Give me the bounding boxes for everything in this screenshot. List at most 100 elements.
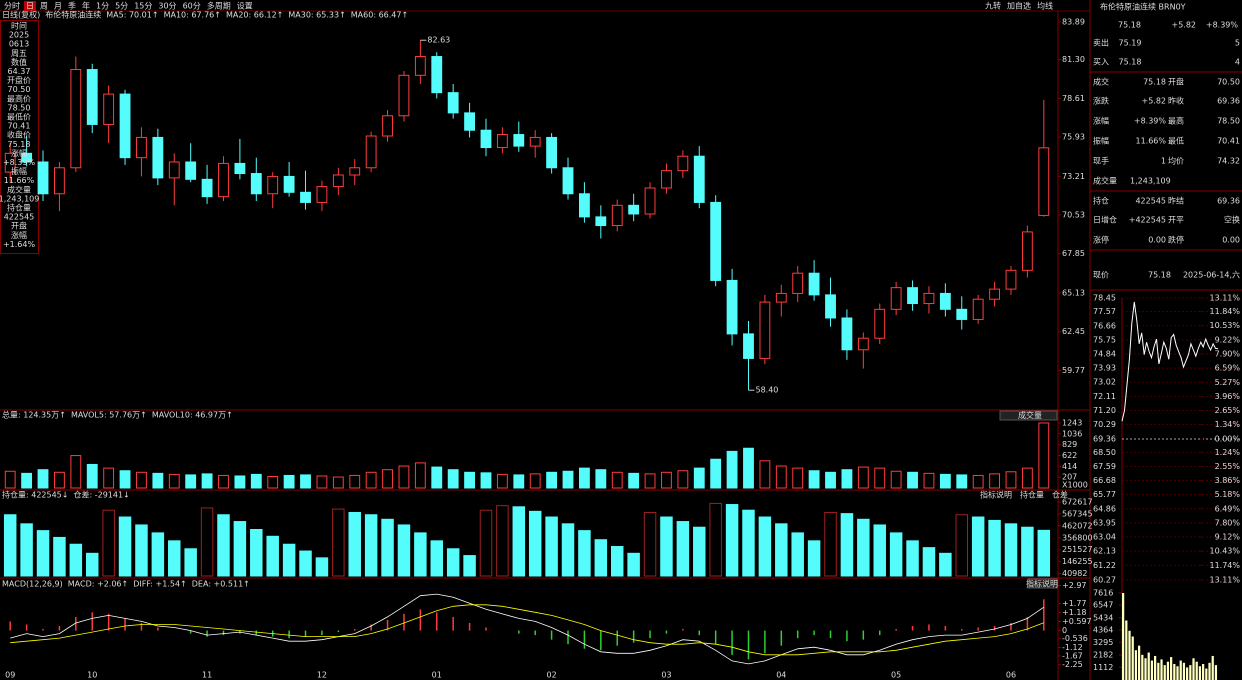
toolbar-tab[interactable]: 季 [68, 1, 76, 11]
volume-bar [972, 474, 984, 489]
y-tick-label: 40982 [1062, 569, 1087, 578]
volume-bar [168, 473, 180, 489]
current-price: 75.18 [1148, 271, 1171, 280]
info-label: 收盘价 [7, 130, 31, 140]
open-interest-bar [725, 504, 739, 577]
intraday-volume-bar [1173, 663, 1176, 680]
candle-body [792, 272, 804, 294]
volume-bar [332, 476, 344, 489]
toolbar-tool[interactable]: 加自选 [1007, 1, 1031, 11]
open-interest-bar [299, 550, 312, 577]
y-tick-label: -0.536 [1062, 634, 1088, 643]
open-interest-bar [282, 543, 296, 577]
candle-body [677, 155, 689, 172]
volume-bar [398, 465, 410, 489]
open-interest-bar [36, 530, 50, 577]
open-interest-bar [3, 514, 17, 577]
candle-body [956, 308, 968, 320]
open-interest-bar [857, 518, 870, 577]
toolbar-tab[interactable]: 周 [40, 2, 48, 11]
toolbar-tab[interactable]: 多周期 [207, 1, 231, 11]
y-tick-label: 73.21 [1062, 172, 1085, 181]
selector[interactable]: 成交量 [1018, 410, 1042, 420]
y-tick-label: 77.57 [1093, 307, 1116, 316]
toolbar-tab[interactable]: 设置 [237, 1, 253, 11]
open-interest-bar [561, 523, 575, 577]
indicator-button[interactable]: 仓差 [1052, 490, 1068, 500]
open-interest-bar [939, 552, 952, 577]
toolbar-tab[interactable]: 60分 [183, 2, 201, 11]
volume-bar [775, 465, 787, 489]
toolbar-tab[interactable]: 分时 [4, 1, 20, 11]
stat-value: 1 [1161, 157, 1166, 166]
stat-value: +422545 [1129, 216, 1166, 225]
toolbar-tab[interactable]: 年 [82, 1, 90, 11]
toolbar-tab[interactable]: 30分 [158, 2, 176, 11]
toolbar-tool[interactable]: 九转 [985, 1, 1001, 11]
stat-label: 最低 [1168, 136, 1184, 146]
stat-value: 1,243,109 [1130, 177, 1171, 186]
current-date: 2025-06-14,六 [1183, 270, 1240, 280]
candle-body [726, 279, 738, 335]
candle-body [136, 136, 147, 159]
indicator-button[interactable]: 指标说明 [980, 490, 1012, 500]
y-tick-label: 65.77 [1093, 490, 1116, 499]
candle-body [431, 56, 443, 94]
y-tick-label: 567345 [1062, 509, 1093, 518]
volume-bar [86, 463, 98, 489]
intraday-volume-bar [1176, 666, 1179, 680]
toolbar-tab[interactable]: 1分 [96, 2, 109, 11]
dea-line [10, 604, 1044, 656]
y-tick-label: 63.95 [1093, 518, 1116, 527]
indicator-button-box[interactable] [1027, 578, 1058, 589]
toolbar-tab[interactable]: 月 [54, 2, 62, 11]
x-tick-label: 12 [317, 671, 327, 680]
volume-bar [562, 470, 574, 489]
intraday-volume-bar [1198, 666, 1202, 680]
toolbar-tool[interactable]: 均线 [1037, 1, 1053, 11]
volume-bar [283, 474, 295, 489]
candle-body [447, 92, 459, 114]
open-interest-bar [643, 511, 657, 577]
toolbar-tab[interactable]: 15分 [134, 2, 152, 11]
indicator-button[interactable]: 持仓量 [1020, 490, 1044, 500]
y-tick-label: 68.50 [1093, 448, 1116, 457]
panel-header: DEA: +0.511↑ [192, 580, 250, 589]
candle-body [759, 301, 771, 359]
open-interest-bar [69, 543, 83, 577]
volume-bar [546, 471, 558, 489]
stat-label: 昨结 [1168, 196, 1184, 206]
indicator-button[interactable]: 指标说明 [1026, 579, 1058, 589]
stat-label: 成交 [1093, 77, 1109, 87]
info-label: 成交量 [7, 184, 31, 194]
stat-label: 成交量 [1093, 176, 1117, 186]
open-interest-bar [775, 523, 788, 577]
intraday-volume-bar [1157, 662, 1160, 680]
panel-header: MACD: +2.06↑ [68, 580, 128, 589]
y-tick-label: 73.93 [1093, 364, 1116, 373]
open-interest-bar [364, 514, 378, 577]
stat-label: 开盘 [1168, 77, 1184, 87]
intraday-volume-bar [1122, 593, 1125, 680]
intraday-volume-bar [1170, 657, 1173, 680]
y2-tick-label: 1.34% [1215, 420, 1241, 429]
candle-body [70, 69, 82, 169]
y-tick-label: 1036 [1062, 429, 1082, 438]
intraday-volume-bar [1134, 650, 1138, 680]
info-value: 70.41 [8, 122, 31, 131]
toolbar-tab[interactable]: 5分 [115, 2, 128, 11]
toolbar-tab[interactable]: 日 [26, 2, 34, 11]
y-tick-label: +0.597 [1062, 617, 1092, 626]
volume-bar [4, 470, 16, 489]
candle-body [529, 136, 541, 147]
y2-tick-label: 11.84% [1209, 307, 1240, 316]
info-label: 涨幅 [11, 230, 27, 240]
intraday-volume-bar [1186, 667, 1189, 680]
open-interest-bar [807, 540, 821, 577]
y-tick-label: 64.86 [1093, 504, 1116, 513]
volume-bar [267, 475, 279, 489]
open-interest-bar [791, 532, 804, 577]
selector-box[interactable] [999, 410, 1058, 421]
intraday-volume-bar [1144, 658, 1147, 680]
y-tick-label: 71.20 [1093, 406, 1116, 415]
